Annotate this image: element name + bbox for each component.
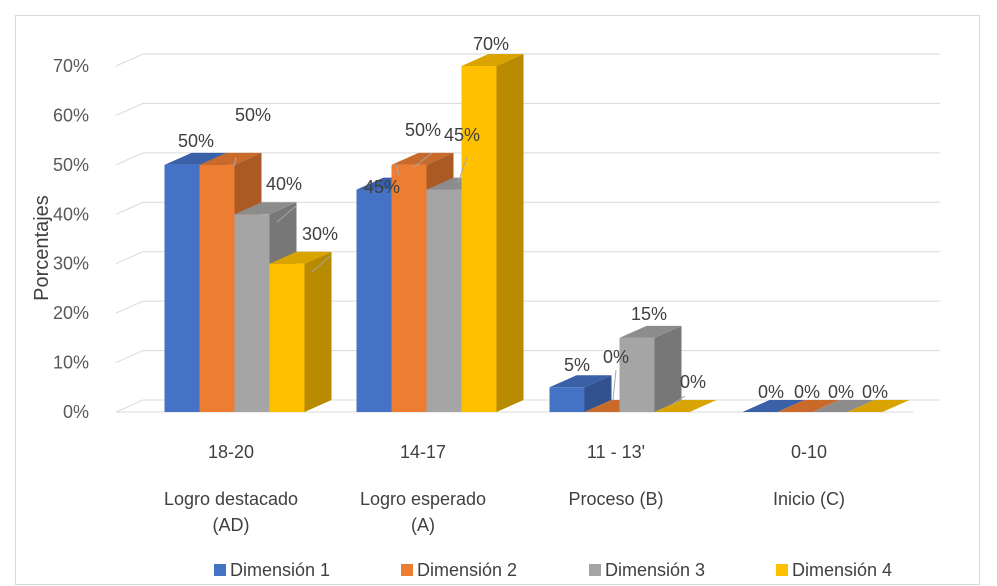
y-axis-title: Porcentajes [31,195,53,301]
gridline [115,152,940,166]
y-tick-label: 50% [53,155,89,175]
bar-top [461,54,524,66]
y-tick-label: 70% [53,56,89,76]
bar-top [742,400,805,412]
bar [461,66,497,412]
data-label: 0% [862,382,888,402]
bar-side [584,375,612,412]
bar [426,189,462,412]
legend-swatch [776,564,788,576]
gridline [115,53,940,67]
gridline [115,201,940,215]
bar-side [496,54,524,412]
y-tick-label: 20% [53,303,89,323]
legend-label: Dimensión 3 [605,560,705,580]
data-label: 0% [680,372,706,392]
legend-swatch [214,564,226,576]
bar [356,189,392,412]
bar-side [654,325,682,412]
bar-top [619,325,682,338]
bar [619,337,655,412]
bar-top [391,152,454,165]
legend-label: Dimensión 1 [230,560,330,580]
legend-label: Dimensión 4 [792,560,892,580]
data-label: 70% [473,34,509,54]
legend-swatch [401,564,413,576]
bar-top [164,152,227,165]
bar-top [269,251,332,264]
data-label: 50% [178,131,214,151]
data-label: 45% [444,125,480,145]
x-category-label: 0-10 [791,442,827,462]
legend-swatch [589,564,601,576]
bar [549,387,585,412]
x-category-description: Logro destacado [164,489,298,509]
data-label: 45% [364,177,400,197]
data-label-leader [457,156,468,184]
data-label: 0% [603,347,629,367]
x-category-description: Logro esperado [360,489,486,509]
y-tick-label: 0% [63,402,89,422]
y-tick-label: 40% [53,204,89,224]
data-label: 0% [758,382,784,402]
x-category-label: 11 - 13' [587,442,645,462]
data-label: 50% [405,120,441,140]
y-tick-label: 10% [53,353,89,373]
x-category-label: 18-20 [208,442,254,462]
bar-top [847,400,910,412]
data-label: 0% [794,382,820,402]
x-category-description: Inicio (C) [773,489,845,509]
data-label: 50% [235,105,271,125]
x-category-description: Proceso (B) [568,489,663,509]
x-category-description: (AD) [213,515,250,535]
bar-top [234,202,297,215]
bar [269,263,305,412]
data-label-leader [612,369,617,401]
bar-top [777,400,840,412]
data-label: 0% [828,382,854,402]
data-label-leader [413,152,433,168]
data-label-leader [670,395,686,406]
data-label-leader [276,205,297,223]
bar [391,164,427,412]
bar-top [199,152,262,165]
bar [164,164,200,412]
gridline [115,300,940,314]
bar-side [304,251,332,412]
bar-top [549,375,612,388]
data-label: 30% [302,224,338,244]
x-category-description: (A) [411,515,435,535]
x-category-label: 14-17 [400,442,446,462]
legend-label: Dimensión 2 [417,560,517,580]
bar-top [812,400,875,412]
gridline [115,251,940,265]
data-label-leader [233,156,237,167]
data-label: 5% [564,355,590,375]
y-tick-label: 60% [53,105,89,125]
data-label-leader [311,255,331,273]
bar [234,214,270,412]
gridline [115,102,940,116]
data-label: 40% [266,174,302,194]
y-tick-label: 30% [53,254,89,274]
bar [199,164,235,412]
data-label-leader [395,163,400,176]
bar-top [654,400,717,412]
data-label: 15% [631,304,667,324]
